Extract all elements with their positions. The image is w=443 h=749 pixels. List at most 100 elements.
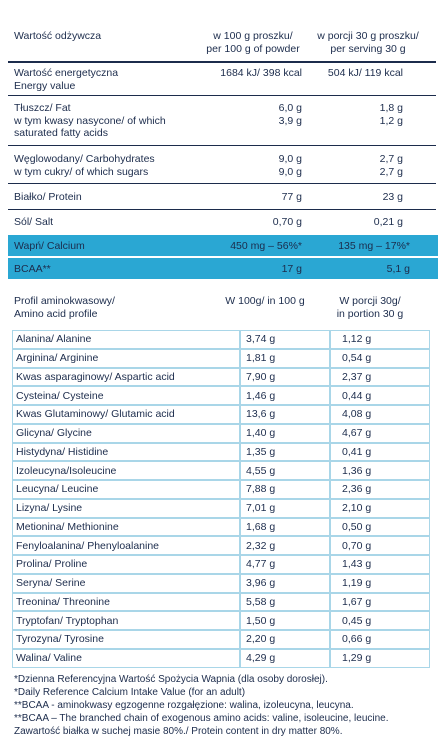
grid-cell (12, 423, 240, 443)
row-label: saturated fatty acids (14, 127, 108, 139)
per-100g-value: 9,0 g (278, 153, 302, 165)
row-rule (8, 145, 436, 146)
grid-cell (330, 423, 430, 443)
grid-cell (240, 442, 330, 462)
grid-cell (12, 536, 240, 555)
grid-cell (330, 348, 430, 368)
amino-name: Lizyna/ Lysine (16, 502, 83, 515)
amino-name: Kwas Glutaminowy/ Glutamic acid (16, 408, 175, 421)
grid-cell (330, 648, 430, 668)
row-rule (8, 183, 436, 184)
per-serving-value: 2,7 g (379, 153, 403, 165)
per-100g-value: 6,0 g (278, 102, 302, 114)
amino-per-serving: 0,41 g (342, 445, 372, 458)
grid-cell (12, 367, 240, 387)
grid-cell (240, 405, 330, 424)
amino-name: Cysteina/ Cysteine (16, 389, 104, 402)
per-100g-value: 17 g (281, 262, 302, 275)
amino-per-serving: 1,19 g (342, 577, 372, 590)
amino-per-100g: 13,6 g (246, 408, 276, 421)
grid-cell (240, 367, 330, 387)
amino-per-100g: 1,81 g (246, 352, 276, 365)
amino-per-100g: 4,55 g (246, 464, 276, 477)
grid-cell (12, 442, 240, 462)
amino-header-per-serving: in portion 30 g (336, 307, 404, 320)
amino-per-100g: 7,01 g (246, 502, 276, 515)
footnote: **BCAA - aminokwasy egzogenne rozgałęzio… (14, 700, 354, 711)
grid-cell (240, 480, 330, 499)
row-label: Węglowodany/ Carbohydrates (14, 153, 155, 165)
header-rule (8, 61, 436, 63)
grid-cell (240, 592, 330, 612)
grid-cell (330, 611, 430, 630)
header-per-serving: w porcji 30 g proszku/ (317, 30, 419, 42)
row-label: BCAA** (14, 262, 51, 275)
amino-header-per-serving: W porcji 30g/ (339, 295, 401, 307)
grid-cell (330, 461, 430, 480)
highlight-band (8, 235, 438, 256)
grid-cell (12, 555, 240, 574)
grid-cell (330, 442, 430, 462)
grid-cell (240, 648, 330, 668)
row-label: Sól/ Salt (14, 216, 54, 228)
per-100g-value: 450 mg – 56%* (230, 239, 302, 252)
amino-name: Prolina/ Proline (16, 558, 88, 571)
amino-per-serving: 1,43 g (342, 558, 372, 571)
grid-cell (12, 611, 240, 630)
per-100g-value: 0,70 g (272, 216, 302, 228)
grid-cell (330, 480, 430, 499)
row-label: Wapń/ Calcium (14, 239, 85, 252)
grid-cell (330, 330, 430, 349)
grid-cell (240, 330, 330, 349)
amino-name: Kwas asparaginowy/ Aspartic acid (16, 370, 175, 383)
grid-cell (12, 480, 240, 499)
amino-per-serving: 1,67 g (342, 595, 372, 608)
grid-cell (330, 573, 430, 593)
amino-name: Tyrozyna/ Tyrosine (16, 633, 104, 646)
amino-name: Leucyna/ Leucine (16, 483, 99, 496)
grid-cell (12, 498, 240, 518)
amino-per-100g: 1,50 g (246, 614, 276, 627)
grid-cell (240, 461, 330, 480)
grid-cell (240, 423, 330, 443)
footnote: **BCAA – The branched chain of exogenous… (14, 713, 389, 724)
row-label: Energy value (14, 79, 76, 92)
amino-per-100g: 1,46 g (246, 389, 276, 402)
grid-cell (12, 386, 240, 405)
grid-cell (240, 517, 330, 537)
amino-per-serving: 1,12 g (342, 333, 372, 346)
amino-per-100g: 7,88 g (246, 483, 276, 496)
amino-name: Tryptofan/ Tryptophan (16, 614, 119, 627)
row-rule (8, 209, 436, 210)
grid-cell (330, 536, 430, 555)
grid-cell (240, 555, 330, 574)
per-serving-value: 1,8 g (379, 102, 403, 114)
grid-cell (240, 498, 330, 518)
grid-cell (330, 592, 430, 612)
grid-cell (240, 573, 330, 593)
row-label: Białko/ Protein (14, 191, 82, 203)
amino-per-serving: 4,08 g (342, 408, 372, 421)
grid-cell (12, 405, 240, 424)
amino-name: Treonina/ Threonine (16, 595, 110, 608)
grid-cell (330, 367, 430, 387)
grid-cell (12, 330, 240, 349)
amino-name: Histydyna/ Histidine (16, 445, 109, 458)
per-serving-value: 0,21 g (373, 216, 403, 228)
grid-cell (240, 611, 330, 630)
header-per-100g: per 100 g of powder (206, 42, 300, 55)
grid-cell (330, 555, 430, 574)
amino-header-label: Profil aminokwasowy/ (14, 295, 115, 307)
per-serving-value: 2,7 g (379, 165, 403, 178)
grid-cell (240, 630, 330, 649)
amino-per-100g: 1,68 g (246, 520, 276, 533)
header-per-serving: per serving 30 g (330, 42, 406, 55)
amino-per-serving: 4,67 g (342, 427, 372, 440)
amino-per-serving: 0,54 g (342, 352, 372, 365)
per-serving-value: 135 mg – 17%* (338, 239, 410, 252)
per-100g-value: 9,0 g (278, 165, 302, 178)
per-serving-value: 1,2 g (379, 114, 403, 127)
grid-cell (12, 630, 240, 649)
amino-per-100g: 1,35 g (246, 445, 276, 458)
grid-cell (240, 536, 330, 555)
